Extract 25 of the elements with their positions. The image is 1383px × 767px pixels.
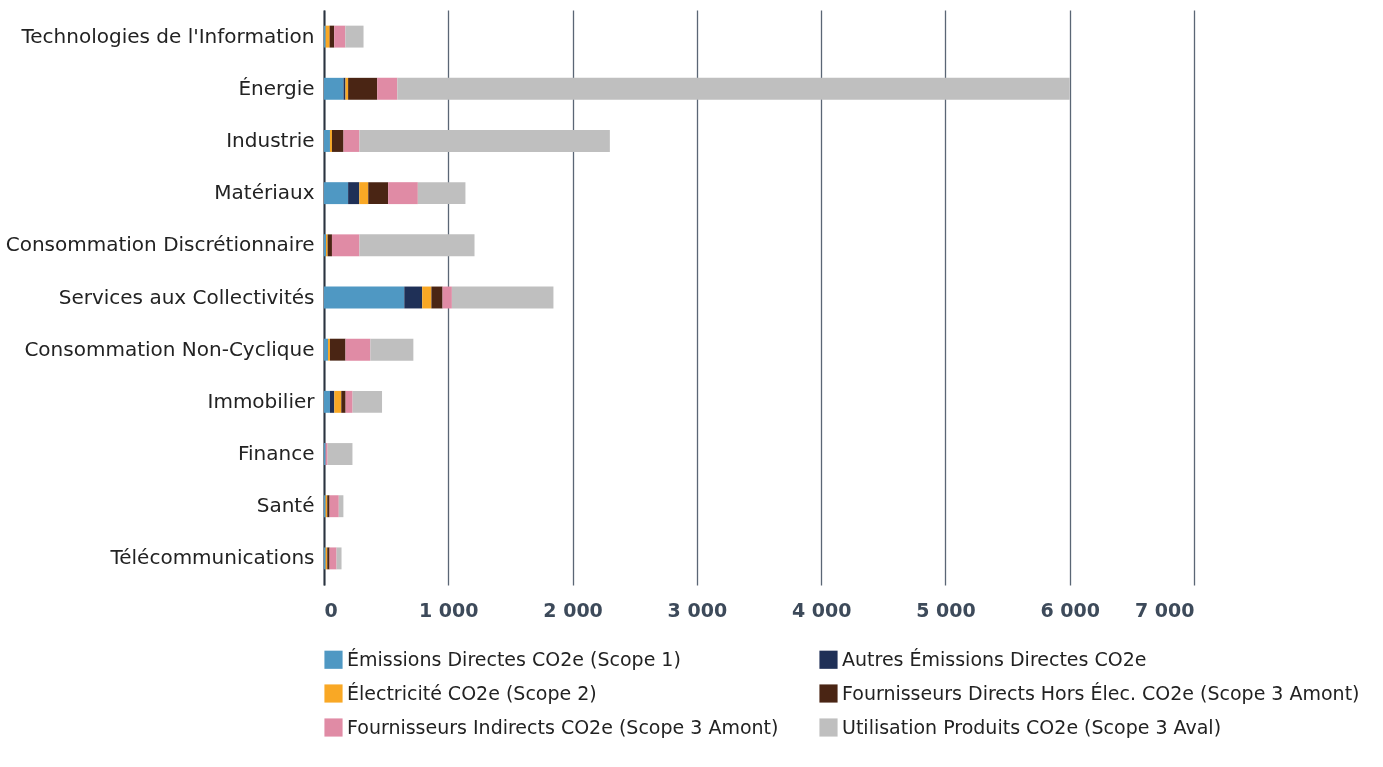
y-tick-label: Consommation Discrétionnaire	[5, 232, 315, 257]
y-tick-label: Technologies de l'Information	[20, 23, 315, 48]
y-tick-label: Services aux Collectivités	[58, 284, 315, 309]
x-tick-label: 6 000	[1040, 598, 1100, 621]
y-tick-label: Consommation Non-Cyclique	[24, 336, 315, 361]
x-tick-label: 4 000	[791, 598, 852, 621]
legend-label: Utilisation Produits CO2e (Scope 3 Aval)	[842, 715, 1222, 738]
y-tick-label: Santé	[256, 493, 315, 518]
legend-label: Fournisseurs Directs Hors Élec. CO2e (Scope 3 Amont)	[842, 681, 1360, 704]
legend-label: Électricité CO2e (Scope 2)	[347, 681, 597, 704]
y-tick-label: Matériaux	[214, 180, 315, 205]
y-tick-label: Industrie	[226, 127, 315, 152]
x-tick-label: 3 000	[667, 598, 728, 621]
y-tick-label: Énergie	[238, 75, 315, 100]
legend-label: Émissions Directes CO2e (Scope 1)	[347, 647, 681, 670]
y-tick-label: Immobilier	[207, 388, 316, 413]
x-tick-label: 2 000	[543, 598, 603, 621]
x-tick-label: 7 000	[1135, 598, 1195, 621]
y-tick-label: Finance	[237, 441, 315, 466]
y-tick-label: Télécommunications	[109, 545, 315, 570]
x-tick-label: 5 000	[916, 598, 976, 621]
legend-label: Autres Émissions Directes CO2e	[842, 647, 1147, 670]
x-tick-label: 0	[324, 598, 338, 621]
x-tick-label: 1 000	[419, 598, 479, 621]
legend-label: Fournisseurs Indirects CO2e (Scope 3 Amont)	[347, 715, 779, 738]
